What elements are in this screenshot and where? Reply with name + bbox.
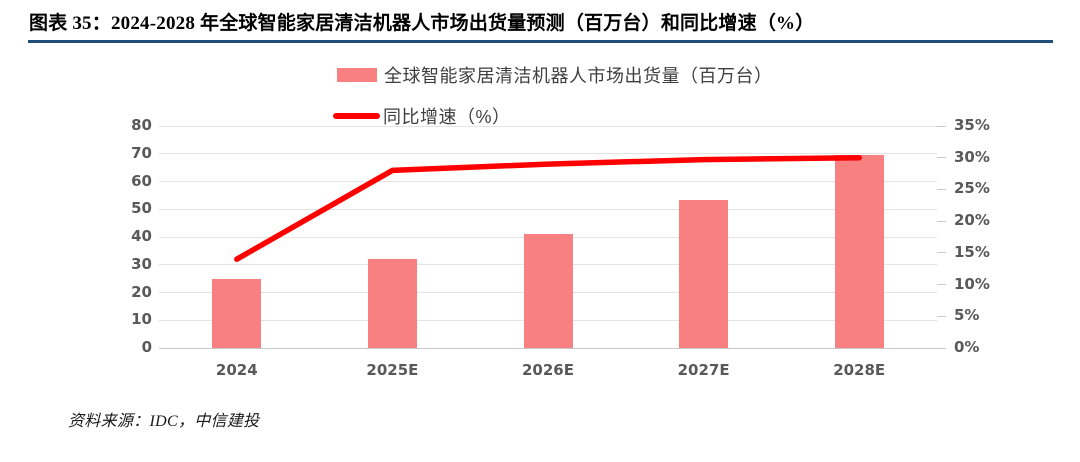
y-axis-label-right: 25% bbox=[954, 179, 990, 198]
x-axis-label-2027E: 2027E bbox=[677, 361, 730, 379]
y-axis-label-left: 30 bbox=[131, 254, 152, 273]
right-axis-tick bbox=[937, 220, 946, 222]
x-axis-label-2024: 2024 bbox=[215, 361, 258, 379]
right-axis-tick bbox=[937, 252, 946, 254]
legend-label-shipments: 全球智能家居清洁机器人市场出货量（百万台） bbox=[384, 66, 773, 86]
y-axis-label-right: 5% bbox=[954, 306, 980, 325]
bar-2026E bbox=[523, 234, 573, 348]
y-axis-label-right: 35% bbox=[954, 116, 990, 134]
y-axis-label-right: 30% bbox=[954, 147, 990, 166]
right-axis-tick bbox=[937, 315, 946, 317]
title-rule bbox=[28, 40, 1053, 43]
x-axis-label-2028E: 2028E bbox=[833, 361, 886, 379]
x-axis-label-2026E: 2026E bbox=[522, 361, 574, 379]
gridline bbox=[159, 208, 937, 210]
y-axis-label-right: 10% bbox=[954, 274, 990, 293]
bar-2028E bbox=[834, 155, 884, 348]
y-axis-label-right: 20% bbox=[954, 211, 990, 230]
line-swatch-icon bbox=[333, 113, 380, 119]
source-note: 资料来源：IDC，中信建投 bbox=[68, 413, 260, 430]
legend-item-growth: 同比增速（%） bbox=[333, 103, 511, 129]
bar-2027E bbox=[679, 199, 729, 348]
right-axis-tick bbox=[937, 157, 946, 159]
gridline bbox=[159, 347, 937, 349]
right-axis-tick bbox=[937, 125, 946, 127]
right-axis-tick bbox=[937, 347, 946, 349]
right-axis-tick bbox=[937, 188, 946, 190]
gridline bbox=[159, 181, 937, 182]
bar-2024 bbox=[212, 278, 262, 348]
y-axis-label-left: 50 bbox=[131, 199, 152, 218]
y-axis-label-left: 0 bbox=[141, 338, 152, 356]
right-axis-tick bbox=[937, 284, 946, 286]
y-axis-label-left: 60 bbox=[131, 171, 152, 190]
y-axis-label-left: 10 bbox=[131, 310, 152, 329]
y-axis-label-left: 40 bbox=[131, 227, 152, 245]
y-axis-label-left: 20 bbox=[131, 282, 152, 301]
y-axis-label-left: 80 bbox=[131, 116, 152, 134]
bar-swatch-icon bbox=[337, 68, 377, 82]
legend-item-shipments: 全球智能家居清洁机器人市场出货量（百万台） bbox=[337, 62, 773, 88]
x-axis-label-2025E: 2025E bbox=[366, 361, 419, 379]
legend-label-growth: 同比增速（%） bbox=[383, 107, 511, 127]
gridline bbox=[159, 153, 937, 155]
figure-title: 图表 35：2024-2028 年全球智能家居清洁机器人市场出货量预测（百万台）… bbox=[29, 13, 815, 34]
y-axis-label-left: 70 bbox=[131, 143, 152, 162]
bar-2025E bbox=[367, 259, 417, 348]
y-axis-label-right: 0% bbox=[954, 338, 980, 356]
y-axis-label-right: 15% bbox=[954, 242, 990, 261]
gridline bbox=[159, 125, 937, 127]
